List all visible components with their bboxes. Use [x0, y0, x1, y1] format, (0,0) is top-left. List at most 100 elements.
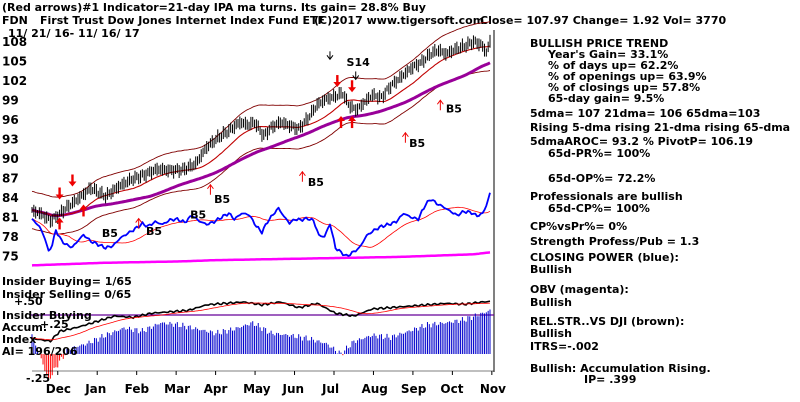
- side-panel-line: OBV (magenta):: [530, 283, 629, 296]
- fund-name: First Trust Dow Jones Internet Index Fun…: [40, 14, 325, 27]
- signal-label: B5: [102, 227, 118, 240]
- side-panel-line: 65d-CP%= 100%: [548, 202, 650, 215]
- signal-label: B5: [146, 225, 162, 238]
- side-panel-line: Bullish: [530, 327, 572, 340]
- side-panel-line: Rising 5-dma rising 21-dma rising 65-dma: [530, 121, 790, 134]
- y-tick-label: 84: [2, 191, 19, 205]
- insider-selling-label: Insider Selling= 0/65: [2, 288, 131, 301]
- quote-line: Close= 107.97 Change= 1.92 Vol= 3770: [480, 14, 726, 27]
- closing-power-line: [31, 192, 491, 257]
- y-tick-label: 81: [2, 210, 19, 224]
- side-panel-line: Strength Profess/Pub = 1.3: [530, 235, 699, 248]
- side-panel-line: % of openings up= 63.9%: [548, 70, 707, 83]
- closing-power-layer: [31, 192, 491, 257]
- arrow-head: [401, 131, 409, 138]
- side-panel-line: BULLISH PRICE TREND: [530, 37, 668, 50]
- symbol: FDN: [2, 14, 28, 27]
- arrow-head: [298, 170, 306, 177]
- x-month-label: Apr: [204, 382, 228, 396]
- side-panel-line: 65d-OP%= 72.2%: [548, 172, 655, 185]
- y-tick-label: 78: [2, 230, 19, 244]
- arrow-head: [436, 99, 444, 105]
- arrow-head: [352, 75, 360, 81]
- x-month-label: Oct: [440, 382, 463, 396]
- plus25-label: +.25: [40, 318, 69, 331]
- copyright: (C)2017 www.tigersoft.com: [314, 14, 484, 27]
- arrow-head: [207, 183, 214, 190]
- accum-label: Accum.: [2, 321, 47, 334]
- x-axis-months: Dec Jan Feb Mar Apr May Jun Jul Aug Sep Oct Nov: [32, 370, 506, 396]
- ma21-layer: [31, 45, 491, 217]
- arrow-head: [326, 54, 334, 61]
- arrow-head: [333, 82, 342, 88]
- price-bars: [31, 34, 491, 228]
- arrow-head: [68, 181, 77, 187]
- y-tick-label: 87: [2, 171, 19, 185]
- side-panel-line: CLOSING POWER (blue):: [530, 251, 679, 264]
- x-month-label: Aug: [361, 382, 387, 396]
- x-month-label: Jun: [282, 382, 305, 396]
- side-panel-line: CP%vsPr%= 0%: [530, 220, 627, 233]
- index-label: Index: [2, 333, 36, 346]
- x-month-label: Jul: [321, 382, 339, 396]
- side-panel-line: REL.STR..VS DJI (brown):: [530, 315, 684, 328]
- arrow-head: [337, 116, 346, 122]
- arrow-head: [348, 116, 357, 122]
- y-tick-label: 105: [2, 54, 27, 68]
- arrow-head: [348, 87, 357, 93]
- upper-band: [31, 21, 491, 198]
- side-panel-line: 65-day gain= 9.5%: [548, 92, 664, 105]
- y-tick-label: 75: [2, 249, 19, 263]
- side-panel-line: 5dma= 107 21dma= 106 65dma=103: [530, 107, 760, 120]
- side-panel-line: Year's Gain= 33.1%: [547, 48, 668, 61]
- rel-strength-ma-layer: [31, 302, 491, 341]
- ai-label: AI= 196/206: [2, 345, 78, 358]
- y-tick-label: 99: [2, 93, 19, 107]
- side-panel-line: % of closings up= 57.8%: [548, 81, 700, 94]
- x-month-label: Dec: [46, 382, 71, 396]
- insider-buying-label: Insider Buying= 1/65: [2, 275, 132, 288]
- signal-label: B5: [190, 209, 206, 222]
- y-tick-label: 90: [2, 152, 19, 166]
- signal-label: B5: [214, 193, 230, 206]
- rel-ma-line: [31, 302, 491, 341]
- x-month-label: Sep: [401, 382, 427, 396]
- y-tick-label: 96: [2, 113, 19, 127]
- signal-label: B5: [409, 137, 425, 150]
- side-panel-line: Bullish: [530, 263, 572, 276]
- cp-ma-layer: [31, 206, 491, 248]
- insider-buying-label-2: Insider Buying: [2, 309, 92, 322]
- minus25-label: -.25: [26, 372, 50, 385]
- ma65-layer: [31, 61, 491, 218]
- accumulation-histogram: [31, 309, 491, 379]
- side-panel-line: Bullish: Accumulation Rising.: [530, 362, 711, 375]
- price-bands: [31, 21, 491, 235]
- signal-label: B5: [446, 103, 462, 116]
- obv-line: [31, 251, 491, 267]
- cp-ma-line: [31, 206, 491, 248]
- signal-annotations: S14 B5 B5 B5 B5 B5 B5 B5: [55, 51, 462, 240]
- x-month-label: Nov: [480, 382, 506, 396]
- date-range: 11/ 21/ 16- 11/ 16/ 17: [8, 27, 140, 40]
- side-panel-line: IP= .399: [584, 373, 636, 386]
- x-month-label: Feb: [125, 382, 150, 396]
- rel-strength-layer: [31, 300, 491, 343]
- plus50-label: +.50: [14, 295, 43, 308]
- side-panel-line: 5dmaAROC= 93.2 % PivotP= 106.19: [530, 135, 753, 148]
- side-panel-line: % of days up= 62.2%: [548, 59, 678, 72]
- side-panel-line: Professionals are bullish: [530, 190, 683, 203]
- ma65-line: [31, 61, 491, 218]
- rel-strength-line: [31, 300, 491, 343]
- signal-label: S14: [347, 56, 371, 69]
- x-month-label: May: [243, 382, 271, 396]
- y-tick-label: 93: [2, 132, 19, 146]
- x-month-label: Jan: [84, 382, 106, 396]
- y-tick-label: 108: [2, 35, 27, 49]
- obv-layer: [31, 251, 491, 267]
- y-axis-ticks: 108 105 102 99 96 93 90 87 84 81 78 75: [2, 35, 27, 264]
- y-tick-label: 102: [2, 74, 27, 88]
- indicator-line: (Red arrows)#1 Indicator=21-day IPA ma t…: [2, 1, 426, 14]
- lower-band: [31, 70, 491, 235]
